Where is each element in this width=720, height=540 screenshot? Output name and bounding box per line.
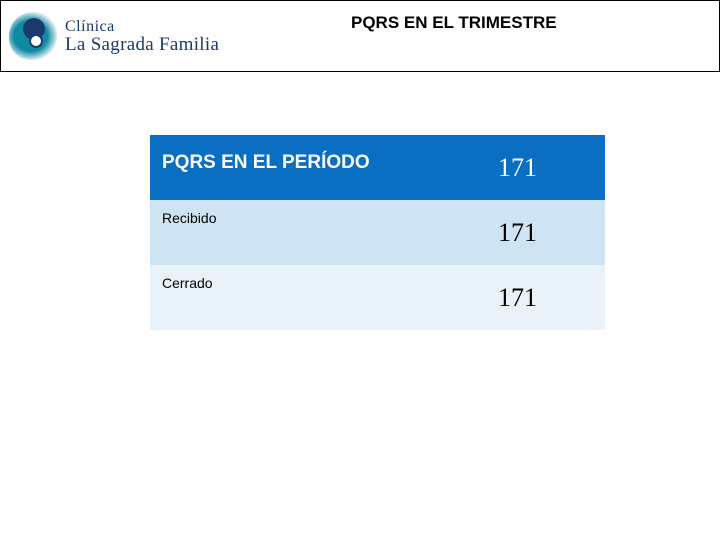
page-title: PQRS EN EL TRIMESTRE bbox=[351, 13, 557, 33]
table-row: Cerrado 171 bbox=[150, 265, 605, 330]
table-row: Recibido 171 bbox=[150, 200, 605, 265]
header-bar: Clínica La Sagrada Familia PQRS EN EL TR… bbox=[0, 0, 720, 72]
logo-line1: Clínica bbox=[65, 19, 219, 35]
row-label-cerrado: Cerrado bbox=[150, 265, 430, 330]
logo-line2: La Sagrada Familia bbox=[65, 35, 219, 54]
header-label: PQRS EN EL PERÍODO bbox=[150, 135, 430, 200]
header-value: 171 bbox=[430, 135, 605, 200]
row-value-recibido: 171 bbox=[430, 200, 605, 265]
clinic-logo-icon bbox=[9, 12, 57, 60]
pqrs-table: PQRS EN EL PERÍODO 171 Recibido 171 Cerr… bbox=[150, 135, 605, 330]
row-label-recibido: Recibido bbox=[150, 200, 430, 265]
row-value-cerrado: 171 bbox=[430, 265, 605, 330]
logo: Clínica La Sagrada Familia bbox=[1, 1, 219, 71]
logo-text: Clínica La Sagrada Familia bbox=[65, 19, 219, 54]
table-row-header: PQRS EN EL PERÍODO 171 bbox=[150, 135, 605, 200]
